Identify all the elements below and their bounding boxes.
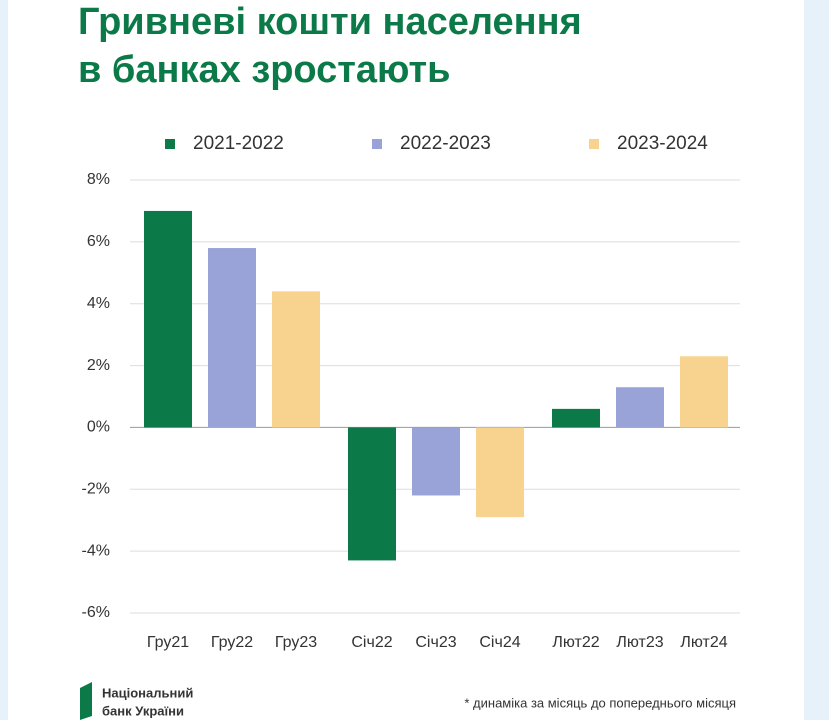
legend-marker (372, 139, 382, 149)
x-tick-label: Гру23 (275, 634, 317, 651)
y-tick-label: -4% (82, 542, 110, 559)
x-tick-label: Лют24 (680, 634, 727, 651)
y-tick-label: 6% (87, 233, 110, 250)
bar (144, 210, 192, 428)
legend-label: 2022-2023 (400, 133, 491, 154)
bar (348, 427, 396, 561)
legend-marker (589, 139, 599, 149)
y-tick-label: 4% (87, 295, 110, 312)
x-tick-label: Січ23 (415, 634, 456, 651)
chart-title: Гривневі кошти населення (78, 1, 582, 43)
y-tick-label: -2% (82, 481, 110, 498)
y-tick-label: 0% (87, 419, 110, 436)
x-tick-label: Січ22 (351, 634, 392, 651)
x-tick-label: Гру22 (211, 634, 253, 651)
logo-icon (80, 682, 92, 720)
x-tick-label: Гру21 (147, 634, 189, 651)
footnote: * динаміка за місяць до попереднього міс… (464, 695, 736, 710)
y-tick-label: -6% (82, 604, 110, 621)
y-tick-label: 2% (87, 357, 110, 374)
y-tick-label: 8% (87, 171, 110, 188)
bar (616, 387, 664, 428)
bar (552, 408, 600, 428)
x-tick-label: Лют23 (616, 634, 663, 651)
bar (412, 427, 460, 496)
legend-marker (165, 139, 175, 149)
legend-label: 2021-2022 (193, 133, 284, 154)
chart-title: в банках зростають (78, 49, 451, 91)
bar (272, 291, 320, 428)
legend-label: 2023-2024 (617, 133, 708, 154)
logo-text: Національний (102, 685, 193, 700)
x-tick-label: Січ24 (479, 634, 520, 651)
bar (680, 356, 728, 428)
background (8, 0, 804, 720)
logo-text: банк України (102, 703, 184, 718)
bar (208, 248, 256, 428)
x-tick-label: Лют22 (552, 634, 599, 651)
bar (476, 427, 524, 518)
